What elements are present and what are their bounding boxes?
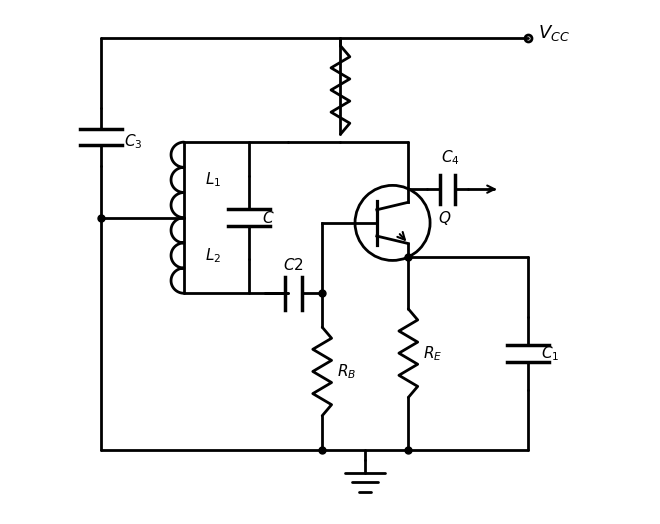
- Text: $C_4$: $C_4$: [441, 148, 459, 167]
- Text: $C$: $C$: [262, 210, 275, 226]
- Text: $V_{CC}$: $V_{CC}$: [539, 23, 570, 42]
- Text: $C_1$: $C_1$: [541, 344, 560, 363]
- Text: $R_B$: $R_B$: [337, 362, 356, 381]
- Text: $L_2$: $L_2$: [205, 246, 221, 265]
- Text: $R_E$: $R_E$: [423, 344, 442, 363]
- Text: $C2$: $C2$: [283, 257, 304, 272]
- Text: $C_3$: $C_3$: [124, 133, 143, 151]
- Text: $Q$: $Q$: [438, 209, 451, 227]
- Text: $L_1$: $L_1$: [205, 170, 221, 189]
